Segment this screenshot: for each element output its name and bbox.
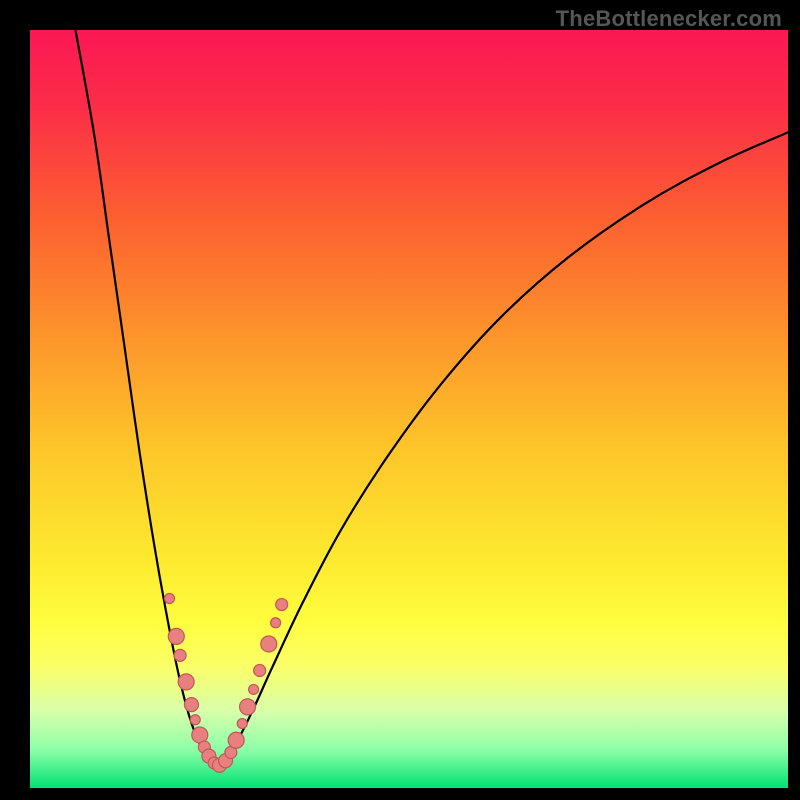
plot-area bbox=[30, 30, 788, 788]
data-marker bbox=[228, 732, 244, 748]
data-marker bbox=[240, 699, 256, 715]
data-marker bbox=[237, 719, 247, 729]
data-marker bbox=[178, 674, 194, 690]
data-marker bbox=[249, 684, 259, 694]
data-marker bbox=[261, 636, 277, 652]
data-marker bbox=[254, 665, 266, 677]
data-marker bbox=[174, 649, 186, 661]
chart-svg bbox=[30, 30, 788, 788]
data-marker bbox=[192, 727, 208, 743]
chart-frame: TheBottlenecker.com bbox=[0, 0, 800, 800]
data-marker bbox=[271, 618, 281, 628]
watermark-label: TheBottlenecker.com bbox=[556, 6, 782, 32]
gradient-background bbox=[30, 30, 788, 788]
data-marker bbox=[168, 628, 184, 644]
data-marker bbox=[276, 599, 288, 611]
data-marker bbox=[190, 715, 200, 725]
data-marker bbox=[184, 698, 198, 712]
data-marker bbox=[164, 594, 174, 604]
